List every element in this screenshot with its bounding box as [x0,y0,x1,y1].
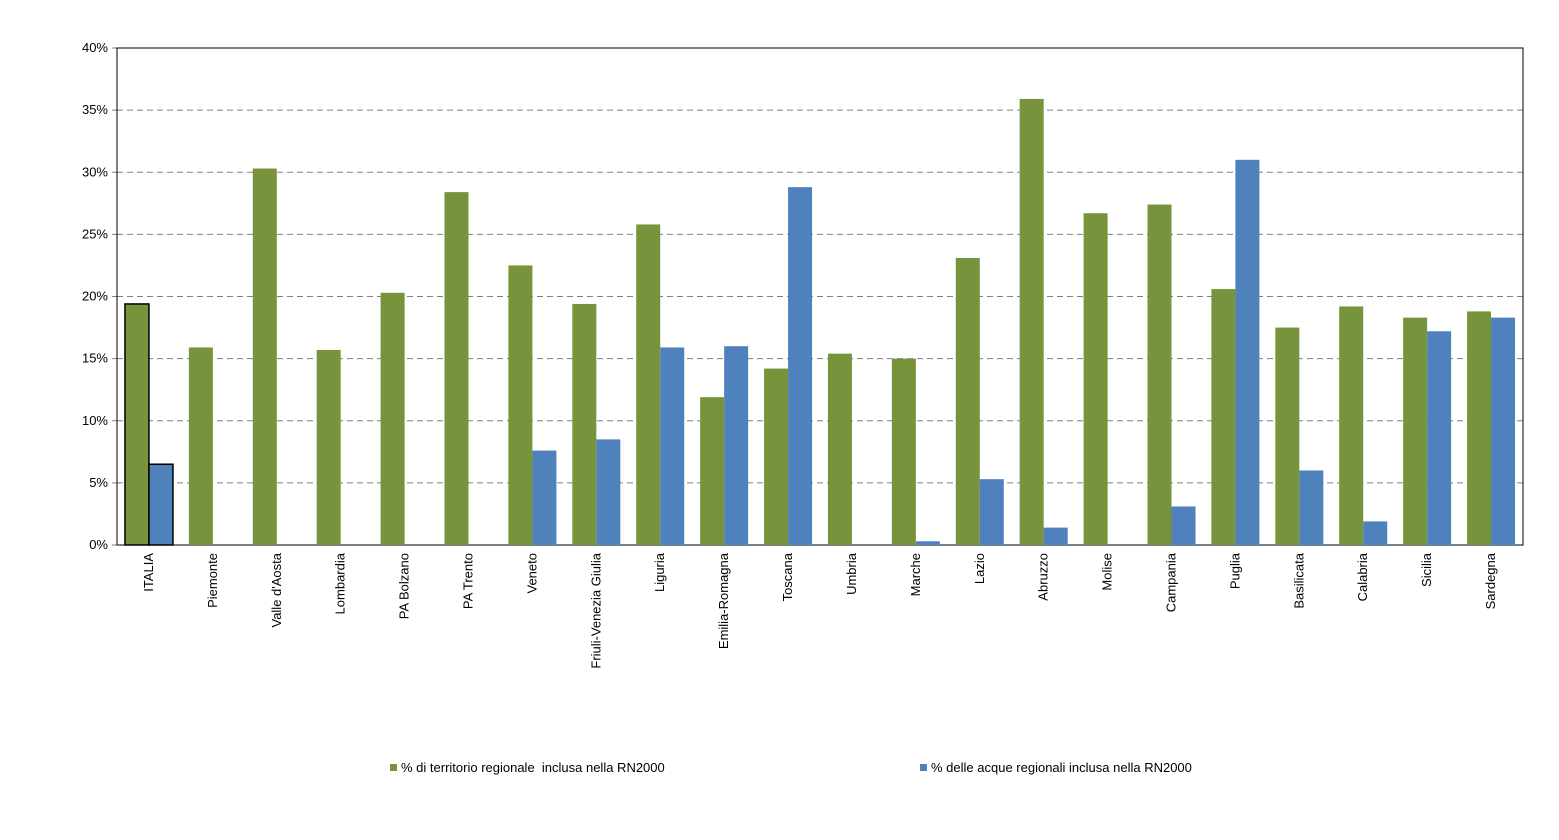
bar-acque [660,347,685,545]
y-tick-label: 40% [82,40,108,55]
bar-territorio [444,192,469,545]
bar-territorio [380,292,405,545]
x-tick-label: Molise [1100,553,1115,591]
bar-territorio [1211,289,1236,545]
bar-territorio [891,358,916,545]
x-tick-label: Emilia-Romagna [716,552,731,649]
y-tick-label: 15% [82,351,108,366]
bar-acque [788,187,813,545]
bar-territorio [636,224,661,545]
bar-acque [596,439,621,545]
bar-acque [532,450,557,545]
y-tick-label: 0% [89,537,108,552]
bar-territorio [1467,311,1492,545]
bar-territorio [764,368,789,545]
bar-territorio [124,303,150,546]
x-tick-label: Lazio [972,553,987,584]
x-tick-label: PA Trento [461,553,476,609]
bar-territorio [700,397,725,545]
x-tick-label: Marche [908,553,923,596]
bar-acque [915,541,940,545]
bar-territorio [1147,204,1172,545]
x-tick-label: Friuli-Venezia Giulia [588,552,603,668]
legend-swatch [390,764,397,771]
bar-territorio [188,347,213,545]
bar-territorio [1083,213,1108,545]
x-tick-label: Valle d'Aosta [269,552,284,627]
bar-acque [1363,521,1388,545]
x-tick-label: Campania [1164,552,1179,612]
x-tick-label: Sicilia [1419,552,1434,587]
bar-acque [148,463,174,546]
x-tick-label: ITALIA [141,553,156,592]
y-tick-label: 10% [82,413,108,428]
bar-acque [1171,506,1196,545]
bar-acque [1427,331,1452,545]
x-tick-label: Toscana [780,552,795,601]
y-tick-label: 20% [82,289,108,304]
y-tick-label: 5% [89,475,108,490]
plot-area-border [116,47,1524,546]
bar-territorio [827,353,852,545]
bar-territorio [1019,98,1044,545]
x-tick-label: PA Bolzano [397,553,412,619]
y-tick-label: 25% [82,226,108,241]
bar-territorio [508,265,533,545]
x-tick-label: Lombardia [333,552,348,614]
bar-territorio [572,303,597,545]
bar-territorio [252,168,277,545]
x-tick-label: Veneto [524,553,539,594]
x-tick-label: Piemonte [205,553,220,608]
legend-label: % delle acque regionali inclusa nella RN… [931,760,1192,775]
x-tick-label: Calabria [1355,552,1370,601]
bar-acque [1235,159,1260,545]
bar-acque [1299,470,1324,545]
bar-territorio [1275,327,1300,545]
x-tick-label: Sardegna [1483,552,1498,609]
x-tick-label: Umbria [844,552,859,595]
bar-acque [724,346,749,545]
x-tick-label: Puglia [1227,552,1242,589]
bar-territorio [955,257,980,545]
y-tick-label: 35% [82,102,108,117]
bar-acque [1491,317,1516,545]
bar-acque [1043,527,1068,545]
bar-territorio [316,349,341,545]
bar-territorio [1403,317,1428,545]
legend-swatch [920,764,927,771]
bar-territorio [1339,306,1364,545]
x-tick-label: Basilicata [1291,552,1306,608]
y-tick-label: 30% [82,164,108,179]
legend-label: % di territorio regionale inclusa nella … [401,760,665,775]
x-tick-label: Abruzzo [1036,553,1051,601]
x-tick-label: Liguria [652,552,667,592]
bar-acque [979,479,1004,545]
